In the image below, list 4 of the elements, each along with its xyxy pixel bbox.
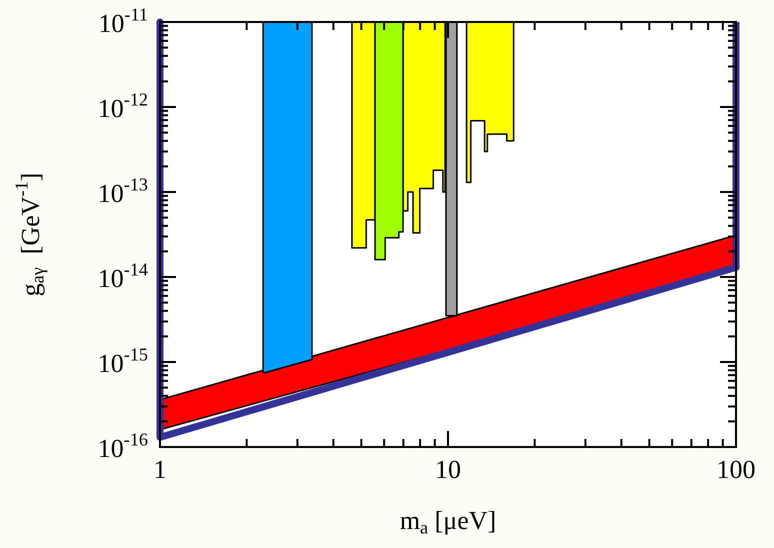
y-axis-title: gaγ [GeV-1] bbox=[12, 172, 48, 296]
x-tick-label: 1 bbox=[154, 454, 166, 484]
x-tick-label: 100 bbox=[716, 454, 756, 484]
x-tick-label: 10 bbox=[435, 454, 461, 484]
